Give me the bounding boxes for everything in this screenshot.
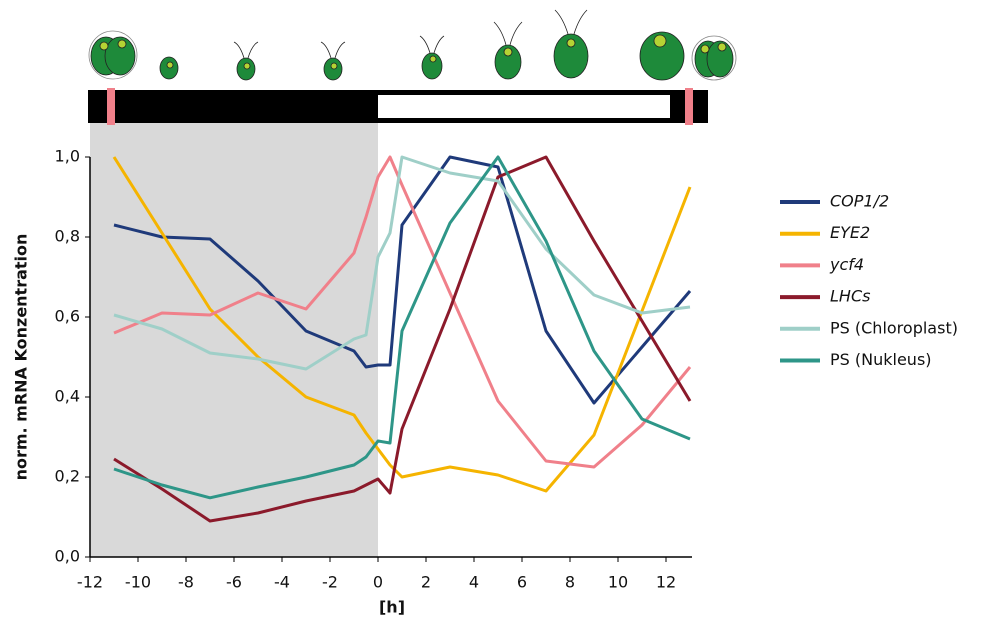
x-tick-label: -12: [77, 573, 103, 592]
x-tick-label: 2: [421, 573, 431, 592]
y-tick-label: 0,2: [55, 467, 80, 486]
y-tick-label: 1,0: [55, 147, 80, 166]
x-tick-label: -2: [322, 573, 338, 592]
series-line: [113, 155, 692, 523]
x-tick-label: 12: [656, 573, 676, 592]
series-line: [113, 155, 691, 371]
marker: [685, 88, 693, 125]
legend-label: EYE2: [830, 223, 870, 242]
x-tick-label: -8: [178, 573, 194, 592]
legend-label: PS (Nukleus): [830, 350, 932, 369]
y-axis-label: norm. mRNA Konzentration: [12, 234, 31, 481]
x-tick-label: 0: [373, 573, 383, 592]
y-tick-label: 0,8: [55, 227, 80, 246]
marker: [107, 88, 115, 125]
y-tick-label: 0,6: [55, 307, 80, 326]
legend-label: PS (Chloroplast): [830, 318, 958, 337]
x-tick-label: -4: [274, 573, 290, 592]
x-tick-label: 4: [469, 573, 479, 592]
light-bar: [378, 95, 670, 118]
x-tick-label: -10: [125, 573, 151, 592]
y-tick-label: 0,4: [55, 387, 80, 406]
x-tick-label: 8: [565, 573, 575, 592]
legend-label: LHCs: [830, 287, 870, 306]
x-axis-label: [h]: [379, 598, 405, 617]
legend-label: ycf4: [829, 255, 864, 274]
y-tick-label: 0,0: [55, 547, 80, 566]
cell-icons: [88, 9, 737, 81]
series-line: [113, 155, 692, 469]
x-tick-label: 6: [517, 573, 527, 592]
legend-label: COP1/2: [830, 192, 889, 211]
x-tick-label: -6: [226, 573, 242, 592]
series-line: [113, 155, 691, 500]
series-line: [113, 155, 692, 405]
x-tick-label: 10: [608, 573, 628, 592]
